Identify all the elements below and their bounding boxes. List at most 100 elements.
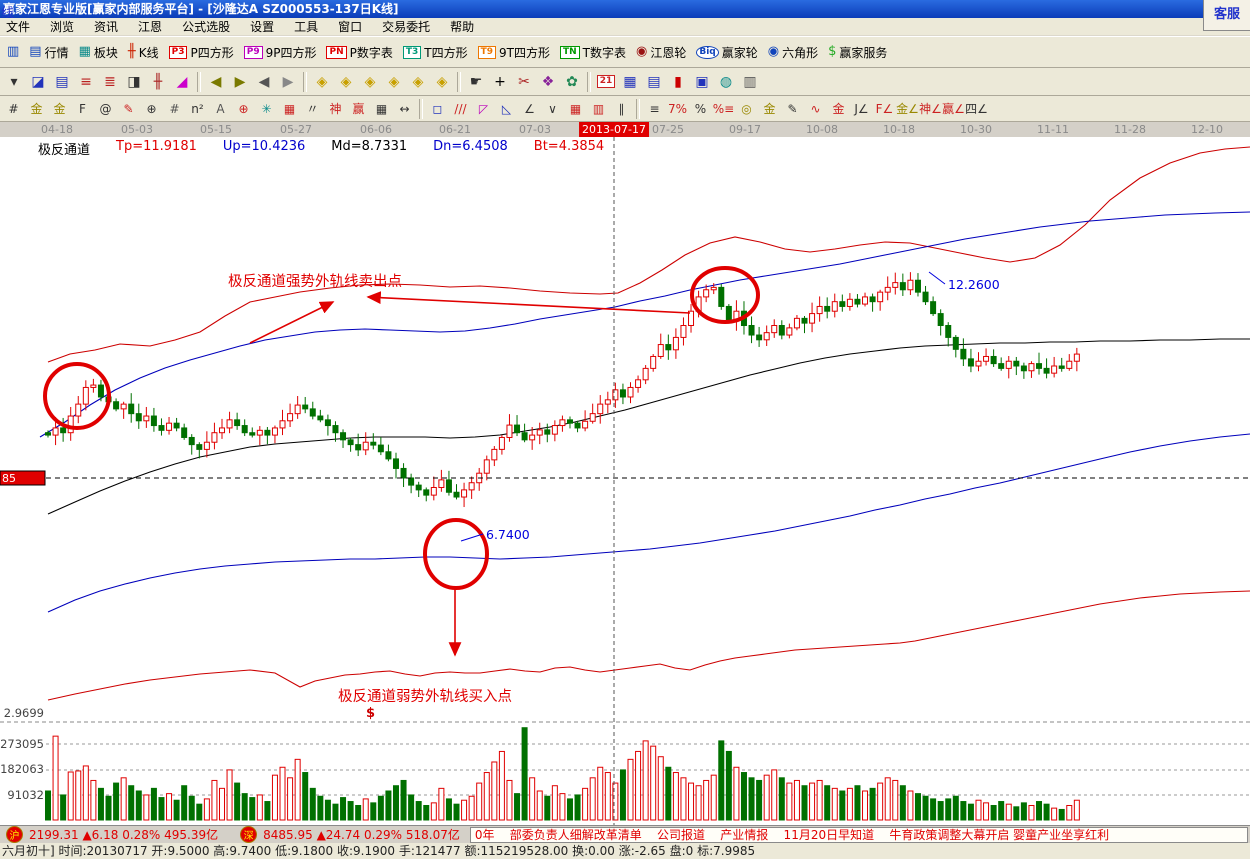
toolbar-vol9-chart[interactable]: ≣ — [104, 73, 116, 90]
toolbar-h-measure[interactable]: ↔ — [399, 101, 410, 116]
toolbar-double-tick[interactable]: 〃 — [306, 102, 319, 116]
toolbar-gold-angle[interactable]: 金∠ — [896, 102, 919, 116]
toolbar-cut-tool[interactable]: ✂ — [518, 73, 530, 90]
toolbar-diamond-restore[interactable]: ◈ — [412, 73, 424, 90]
toolbar-speed-fan[interactable]: /// — [454, 101, 467, 116]
toolbar-web-update[interactable]: ◍ — [719, 73, 733, 90]
toolbar-angle-line[interactable]: ∠ — [524, 101, 535, 116]
toolbar-9t-square[interactable]: T9 9T四方形 — [473, 42, 555, 63]
toolbar-parallel-lines[interactable]: ∥ — [618, 101, 625, 116]
kline-chart-canvas[interactable]: 2.96992730951820639103285极反通道强势外轨线卖出点极反通… — [0, 137, 1250, 825]
menu-item-7[interactable]: 工具 — [294, 20, 319, 34]
toolbar-gann-circle[interactable]: ⊕ — [146, 101, 157, 116]
toolbar-k-compress[interactable]: ╫ — [153, 73, 163, 90]
toolbar-crosshair-tool[interactable]: + — [494, 73, 506, 90]
menu-item-9[interactable]: 交易委托 — [382, 20, 431, 34]
toolbar-gold-red[interactable]: 金 — [832, 102, 845, 116]
toolbar-red-marker[interactable]: ▮ — [674, 73, 682, 90]
toolbar-first-page[interactable]: ◀ — [210, 73, 222, 90]
menu-item-5[interactable]: 公式选股 — [182, 20, 231, 34]
toolbar-partial-icon[interactable]: ▥ — [2, 43, 24, 61]
toolbar-star-grid[interactable]: ✳ — [261, 101, 272, 116]
toolbar-vol3-chart[interactable]: ≡ — [80, 73, 92, 90]
toolbar-ying-angle[interactable]: 赢∠ — [942, 102, 965, 116]
toolbar-fan-box[interactable]: ◸ — [478, 101, 489, 116]
toolbar-sectors[interactable]: ▦ 板块 — [74, 42, 123, 63]
toolbar-ruler-123[interactable]: ▦ — [375, 101, 388, 116]
toolbar-next-page[interactable]: ▶ — [282, 73, 294, 90]
toolbar-last-page[interactable]: ▶ — [234, 73, 246, 90]
toolbar-zigzag-line[interactable]: ∨ — [548, 101, 557, 116]
toolbar-period-combo[interactable]: ▾ — [10, 73, 18, 90]
toolbar-9p-square[interactable]: P9 9P四方形 — [239, 42, 322, 63]
toolbar-percent-7[interactable]: 7% — [667, 101, 688, 116]
toolbar-j-angle[interactable]: J∠ — [854, 101, 869, 116]
toolbar-save[interactable]: ▣ — [695, 73, 709, 90]
news-ticker[interactable]: 0年 部委负责人细解改革清单 公司报道 产业情报 11月20日早知道 牛育政策调… — [469, 826, 1248, 843]
customer-service-button[interactable]: 客服 — [1203, 0, 1250, 31]
toolbar-wave-tool[interactable]: ✿ — [566, 73, 578, 90]
toolbar-compass-red[interactable]: ⊕ — [238, 101, 249, 116]
toolbar-calendar[interactable]: 21 — [594, 71, 618, 93]
toolbar-spiral-tool[interactable]: @ — [99, 101, 112, 116]
toolbar-f-angle[interactable]: F∠ — [875, 101, 894, 116]
toolbar-square-numbers[interactable]: n² — [191, 101, 204, 116]
toolbar-diamond-expand[interactable]: ◈ — [364, 73, 376, 90]
shanghai-index-icon[interactable]: 沪 — [6, 826, 23, 843]
toolbar-diamond-right[interactable]: ◈ — [340, 73, 352, 90]
menu-item-4[interactable]: 江恩 — [138, 20, 163, 34]
toolbar-gold-lines[interactable]: 金 — [763, 102, 776, 116]
toolbar-ying-tool[interactable]: 赢 — [352, 102, 365, 116]
toolbar-ink-pen[interactable]: ✎ — [787, 101, 798, 116]
toolbar-t-number-table[interactable]: TN T数字表 — [555, 42, 631, 63]
toolbar-pen-tool[interactable]: ✎ — [123, 101, 134, 116]
toolbar-diamond-left[interactable]: ◈ — [316, 73, 328, 90]
toolbar-t-square[interactable]: T3 T四方形 — [398, 42, 473, 63]
toolbar-gold-circle[interactable]: ◎ — [741, 101, 752, 116]
toolbar-wave-band[interactable]: ∿ — [810, 101, 821, 116]
toolbar-zoom-pattern[interactable]: ◪ — [31, 73, 45, 90]
toolbar-diamond-full[interactable]: ◈ — [436, 73, 448, 90]
toolbar-percent-lines[interactable]: %≡ — [712, 101, 735, 116]
toolbar-gann-box[interactable]: ◺ — [501, 101, 512, 116]
toolbar-hand-tool[interactable]: ☛ — [469, 73, 483, 90]
toolbar-si-angle[interactable]: 四∠ — [965, 102, 988, 116]
toolbar-calculator[interactable]: ▦ — [623, 73, 637, 90]
toolbar-box-grid[interactable]: ▦ — [283, 101, 296, 116]
toolbar-price-bars[interactable]: ≡ — [649, 101, 660, 116]
toolbar-diamond-compress[interactable]: ◈ — [388, 73, 400, 90]
menu-item-10[interactable]: 帮助 — [450, 20, 475, 34]
toolbar-gann-wheel[interactable]: ◉ 江恩轮 — [631, 42, 691, 63]
toolbar-gold-grid-1[interactable]: 金 — [30, 102, 43, 116]
toolbar-winner-service[interactable]: $ 赢家服务 — [823, 42, 892, 63]
toolbar-info-f10[interactable]: ▤ — [55, 73, 69, 90]
menu-item-8[interactable]: 窗口 — [338, 20, 363, 34]
toolbar-rect-tool[interactable]: ◻ — [432, 101, 443, 116]
toolbar-kline[interactable]: ╫ K线 — [123, 42, 164, 63]
toolbar-grid-dense[interactable]: # — [169, 101, 180, 116]
toolbar-percent[interactable]: % — [694, 101, 707, 116]
toolbar-notebook[interactable]: ▤ — [647, 73, 661, 90]
menu-item-6[interactable]: 设置 — [250, 20, 275, 34]
toolbar-gann-grid[interactable]: # — [8, 101, 19, 116]
toolbar-prev-page[interactable]: ◀ — [258, 73, 270, 90]
toolbar-winner-wheel[interactable]: Biq 赢家轮 — [691, 42, 762, 63]
toolbar-gann-tool[interactable]: ❖ — [541, 73, 555, 90]
menu-item-1[interactable]: 文件 — [6, 20, 31, 34]
toolbar-red-grid-2[interactable]: ▥ — [592, 101, 605, 116]
toolbar-quotes[interactable]: ▤ 行情 — [24, 42, 73, 63]
menu-item-3[interactable]: 资讯 — [94, 20, 119, 34]
menu-item-2[interactable]: 浏览 — [50, 20, 75, 34]
toolbar-pc-data[interactable]: ▥ — [743, 73, 757, 90]
toolbar-fibonacci-tool[interactable]: F — [79, 101, 86, 116]
toolbar-mirror-tool[interactable]: A — [216, 101, 225, 116]
toolbar-hexagon[interactable]: ◉ 六角形 — [763, 42, 823, 63]
toolbar-candle-style[interactable]: ◨ — [127, 73, 141, 90]
toolbar-shen-angle[interactable]: 神∠ — [919, 102, 942, 116]
toolbar-color-chart[interactable]: ◢ — [176, 73, 188, 90]
toolbar-red-grid-1[interactable]: ▦ — [569, 101, 582, 116]
shenzhen-index-icon[interactable]: 深 — [240, 826, 258, 843]
toolbar-shen-tool[interactable]: 神 — [329, 102, 342, 116]
toolbar-p-number-table[interactable]: PN P数字表 — [321, 42, 397, 63]
toolbar-p-square[interactable]: P3 P四方形 — [164, 42, 239, 63]
